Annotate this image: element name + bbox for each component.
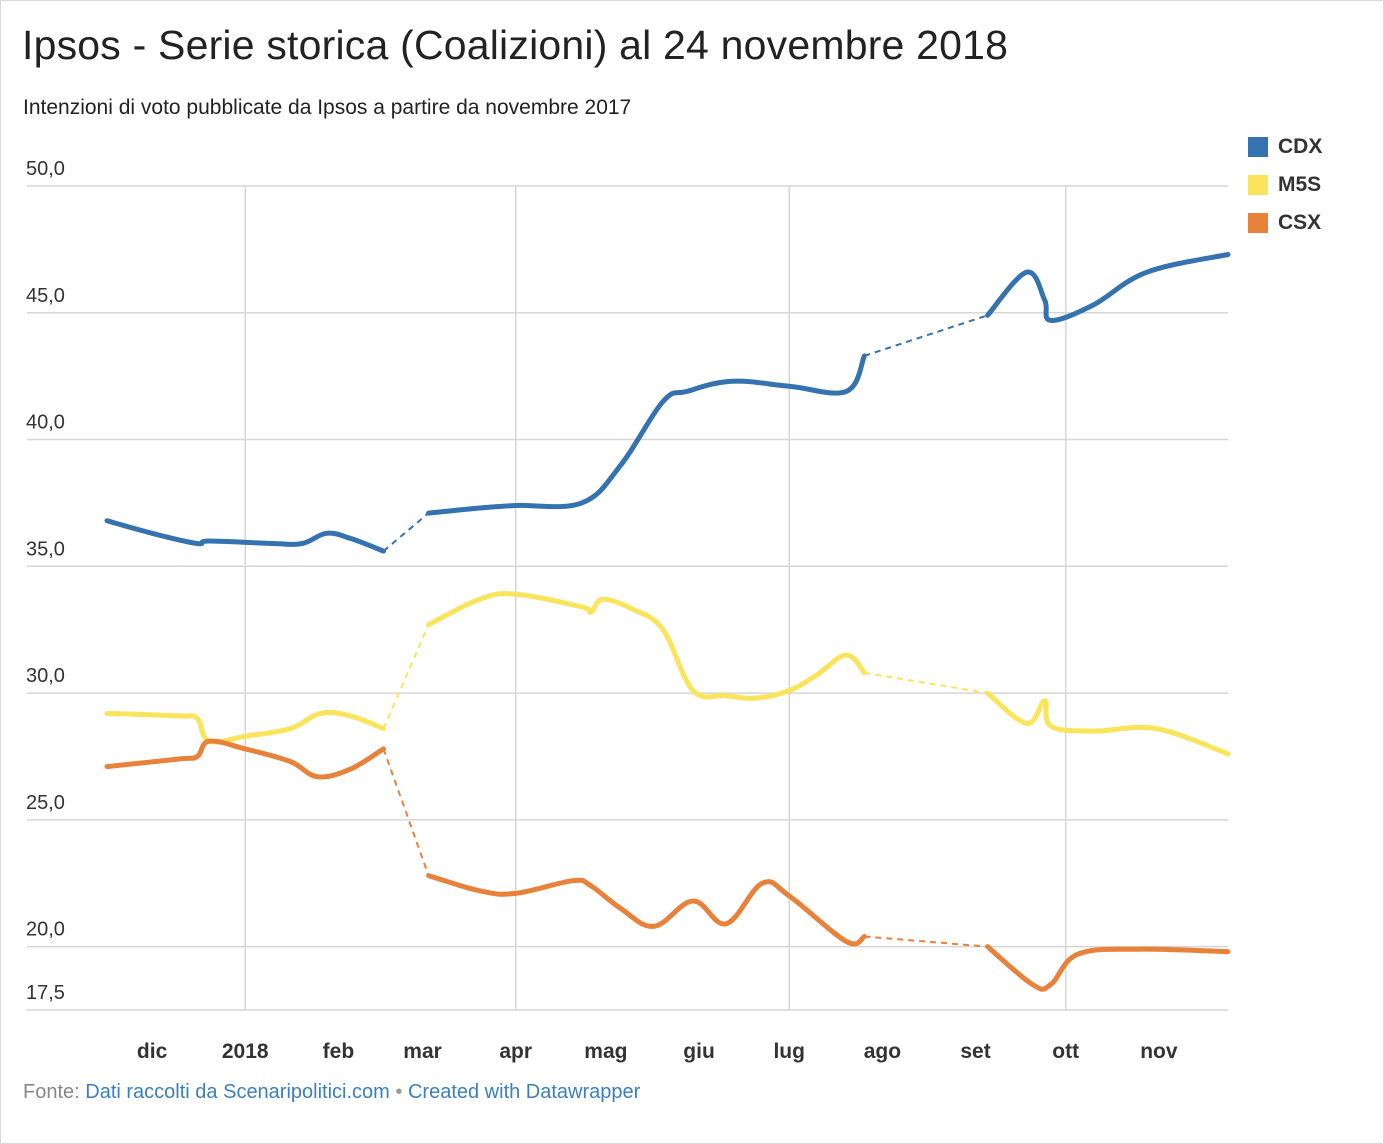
y-tick-label: 30,0 [26,665,65,687]
series-gap-cdx [382,512,430,552]
x-tick-label: ott [1052,1040,1079,1063]
series-line-m5s [426,591,867,701]
y-tick-label: 25,0 [26,792,65,814]
y-axis-ticks: 50,0 45,0 40,0 35,0 30,0 25,0 20,0 17,5 [26,158,65,1004]
x-tick-label: lug [773,1040,805,1063]
legend-item-cdx: CDX [1248,128,1322,166]
legend-swatch-m5s [1248,175,1268,195]
series-gap-m5s [864,671,988,695]
series-line-m5s [985,690,1231,757]
legend-item-m5s: M5S [1248,166,1322,204]
y-tick-label: 35,0 [26,538,65,560]
series-line-csx [985,944,1231,992]
series-gap-cdx [864,314,988,357]
x-tick-label: 2018 [222,1040,269,1063]
legend-swatch-cdx [1248,137,1268,157]
x-tick-label: dic [137,1040,168,1063]
x-tick-label: mag [584,1040,627,1063]
series-gap-csx [864,935,988,948]
footer: Fonte: Dati raccolti da Scenaripolitici.… [23,1081,640,1104]
source-link[interactable]: Dati raccolti da Scenaripolitici.com [85,1081,390,1103]
chart-subtitle: Intenzioni di voto pubblicate da Ipsos a… [23,96,632,119]
series-line-csx [426,873,867,947]
y-tick-label: 40,0 [26,412,65,434]
legend-swatch-csx [1248,213,1268,233]
series-line-cdx [426,353,867,516]
legend-label-m5s: M5S [1278,173,1322,196]
legend-item-csx: CSX [1248,204,1322,242]
legend: CDX M5S CSX [1248,128,1322,242]
footer-separator: • [395,1081,403,1103]
x-tick-label: apr [499,1040,532,1063]
series-line-cdx [104,518,386,554]
x-tick-label: nov [1140,1040,1178,1063]
chart-title: Ipsos - Serie storica (Coalizioni) al 24… [22,22,1009,68]
datawrapper-link[interactable]: Created with Datawrapper [407,1081,641,1103]
series-line-cdx [985,252,1231,323]
x-tick-label: mar [403,1040,442,1063]
gridlines [26,185,1228,1011]
series-lines [104,252,1231,992]
legend-label-csx: CSX [1278,211,1322,234]
x-tick-label: giu [683,1040,715,1063]
footer-prefix: Fonte: [23,1081,80,1103]
series-gap-m5s [382,624,430,729]
x-tick-label: ago [864,1040,901,1063]
x-tick-label: set [960,1040,990,1063]
legend-label-cdx: CDX [1278,135,1323,158]
x-axis-ticks: dic 2018 feb mar apr mag giu lug ago set ott nov [137,1040,1178,1063]
series-line-m5s [104,709,386,745]
x-tick-label: feb [323,1040,355,1063]
y-tick-label: 45,0 [26,285,65,307]
y-tick-label: 17,5 [26,982,65,1004]
y-tick-label: 50,0 [26,158,65,180]
series-gap-csx [382,748,430,876]
series-line-csx [104,738,386,780]
y-tick-label: 20,0 [26,919,65,941]
